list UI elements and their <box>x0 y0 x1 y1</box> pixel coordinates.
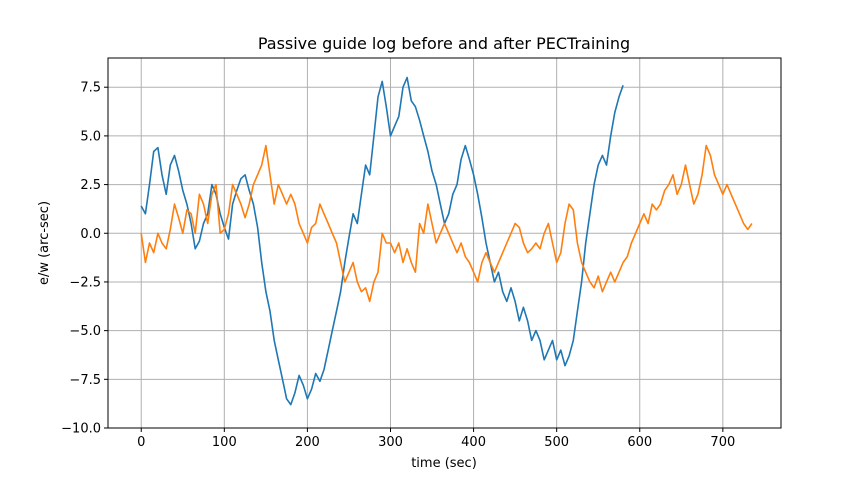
y-tick-label: 7.5 <box>80 81 101 96</box>
x-tick-label: 700 <box>710 435 735 450</box>
x-tick-label: 300 <box>378 435 403 450</box>
plot-lines <box>140 76 753 406</box>
y-tick-label: −2.5 <box>69 275 101 290</box>
y-tick-label: −7.5 <box>69 373 101 388</box>
y-tick-label: 5.0 <box>80 129 101 144</box>
chart-title: Passive guide log before and after PECTr… <box>258 34 630 53</box>
x-axis: 0 100 200 300 400 500 600 700 <box>137 428 735 450</box>
x-tick-label: 0 <box>137 435 145 450</box>
x-tick-label: 400 <box>461 435 486 450</box>
x-tick-label: 200 <box>295 435 320 450</box>
y-tick-label: 0.0 <box>80 227 101 242</box>
x-tick-label: 600 <box>627 435 652 450</box>
y-axis: −10.0 −7.5 −5.0 −2.5 0.0 2.5 5.0 7.5 <box>61 81 108 437</box>
plot-frame <box>107 57 782 429</box>
x-tick-label: 500 <box>544 435 569 450</box>
y-tick-label: −10.0 <box>61 422 101 437</box>
series-line-2 <box>140 144 753 303</box>
x-axis-label: time (sec) <box>411 456 477 471</box>
y-tick-label: 2.5 <box>80 178 101 193</box>
y-axis-label: e/w (arc-sec) <box>37 201 52 285</box>
x-tick-label: 100 <box>212 435 237 450</box>
series-line-1 <box>140 76 624 406</box>
y-tick-label: −5.0 <box>69 324 101 339</box>
